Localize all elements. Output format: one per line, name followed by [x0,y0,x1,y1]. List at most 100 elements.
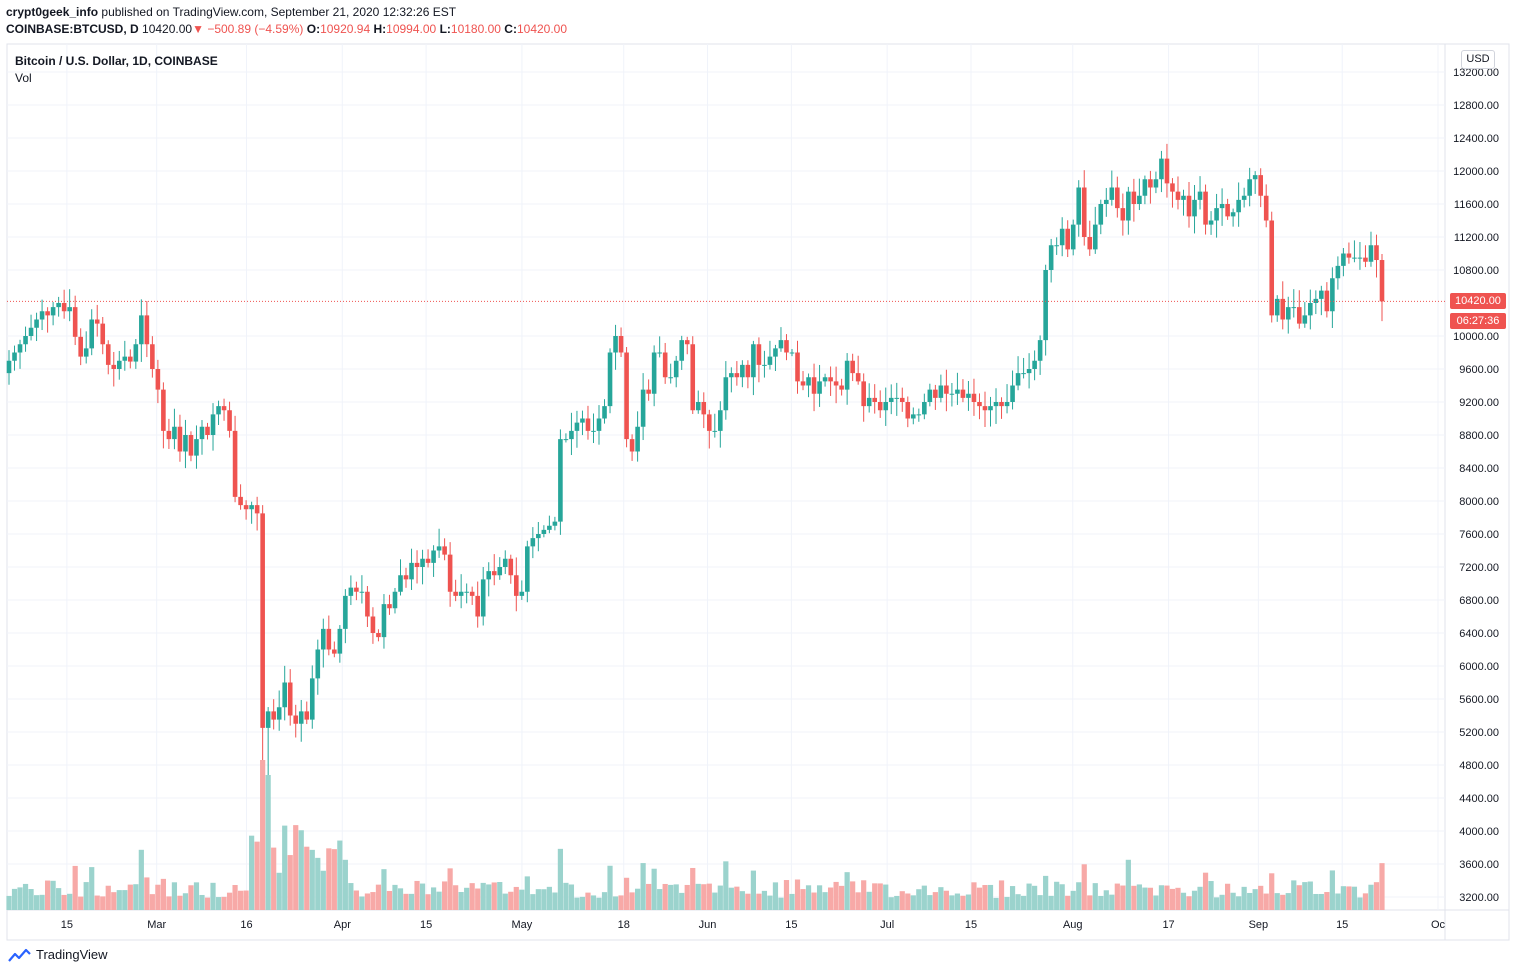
candle-body[interactable] [966,393,971,398]
candle-body[interactable] [629,439,635,452]
candle-body[interactable] [729,373,734,378]
candle-body[interactable] [469,591,475,596]
candle-body[interactable] [414,562,420,567]
candle-body[interactable] [916,414,922,416]
candle-body[interactable] [1164,158,1170,184]
candle-body[interactable] [354,587,359,592]
candle-body[interactable] [596,418,602,431]
candle-body[interactable] [1335,265,1341,279]
candle-body[interactable] [309,678,315,720]
candle-body[interactable] [668,377,673,379]
candle-body[interactable] [657,352,662,354]
candle-body[interactable] [254,505,260,514]
candle-body[interactable] [265,711,271,728]
candle-body[interactable] [491,571,497,576]
candle-body[interactable] [409,562,414,580]
candle-body[interactable] [1219,204,1225,209]
candle-body[interactable] [1043,270,1048,341]
candle-body[interactable] [100,323,106,345]
candle-body[interactable] [922,402,927,415]
candle-body[interactable] [1368,245,1374,262]
candle-body[interactable] [332,649,337,654]
candle-body[interactable] [67,307,72,312]
candle-body[interactable] [1269,220,1275,316]
candle-body[interactable] [365,591,370,617]
candle-body[interactable] [321,628,326,650]
candle-body[interactable] [1175,191,1181,200]
candle-body[interactable] [232,430,238,497]
candle-body[interactable] [1341,253,1346,266]
candle-body[interactable] [122,356,128,361]
candle-body[interactable] [1065,228,1070,250]
candle-body[interactable] [139,315,144,345]
candle-body[interactable] [811,377,817,394]
candle-body[interactable] [1379,260,1385,302]
candle-body[interactable] [1291,307,1297,309]
candle-body[interactable] [646,389,651,394]
candle-body[interactable] [751,344,756,378]
candle-body[interactable] [260,513,265,728]
candle-body[interactable] [1308,303,1313,316]
candle-body[interactable] [591,430,596,432]
candle-body[interactable] [442,546,447,555]
candle-body[interactable] [72,307,78,337]
candle-body[interactable] [1026,369,1032,374]
candle-body[interactable] [315,649,321,679]
candle-body[interactable] [83,348,89,357]
candle-body[interactable] [1148,179,1153,188]
candle-body[interactable] [161,389,166,431]
candle-body[interactable] [789,352,795,354]
candle-body[interactable] [1021,373,1026,375]
candle-body[interactable] [94,319,100,324]
candle-body[interactable] [844,360,850,390]
candle-body[interactable] [1170,183,1175,192]
candle-body[interactable] [1109,187,1115,200]
candle-body[interactable] [464,591,469,593]
candle-body[interactable] [420,558,425,567]
candle-body[interactable] [39,311,45,320]
candle-body[interactable] [1115,187,1120,209]
candle-body[interactable] [563,439,569,441]
candle-body[interactable] [480,579,486,617]
candle-body[interactable] [795,352,800,382]
candle-body[interactable] [56,303,61,308]
candle-body[interactable] [1153,179,1159,188]
candle-body[interactable] [1004,402,1010,407]
candle-body[interactable] [569,430,574,440]
candle-body[interactable] [431,550,436,563]
candle-body[interactable] [999,402,1004,407]
candle-body[interactable] [1280,298,1286,320]
candle-body[interactable] [337,628,343,654]
candle-body[interactable] [927,389,933,402]
candle-body[interactable] [188,435,194,456]
candle-body[interactable] [905,402,911,419]
candle-body[interactable] [839,385,844,390]
candle-body[interactable] [61,303,67,312]
candle-body[interactable] [1054,245,1059,247]
candle-body[interactable] [210,414,216,435]
candle-body[interactable] [640,389,646,427]
candle-body[interactable] [425,558,431,563]
candle-body[interactable] [662,352,668,378]
candle-body[interactable] [519,591,525,596]
candle-body[interactable] [150,344,155,369]
candle-body[interactable] [977,402,982,407]
candle-body[interactable] [585,418,591,431]
candle-body[interactable] [227,410,232,431]
candle-body[interactable] [1186,195,1192,217]
candle-body[interactable] [1059,228,1065,246]
candle-body[interactable] [1258,175,1263,196]
candle-body[interactable] [1081,187,1087,238]
candle-body[interactable] [249,505,254,510]
candle-body[interactable] [877,402,883,411]
candle-body[interactable] [376,633,381,638]
candle-body[interactable] [888,397,894,402]
candle-body[interactable] [1032,360,1037,369]
candle-body[interactable] [988,406,993,411]
candle-body[interactable] [635,426,640,452]
candle-body[interactable] [458,591,464,596]
candle-body[interactable] [817,381,822,394]
candle-body[interactable] [613,336,618,353]
candle-body[interactable] [607,352,613,407]
